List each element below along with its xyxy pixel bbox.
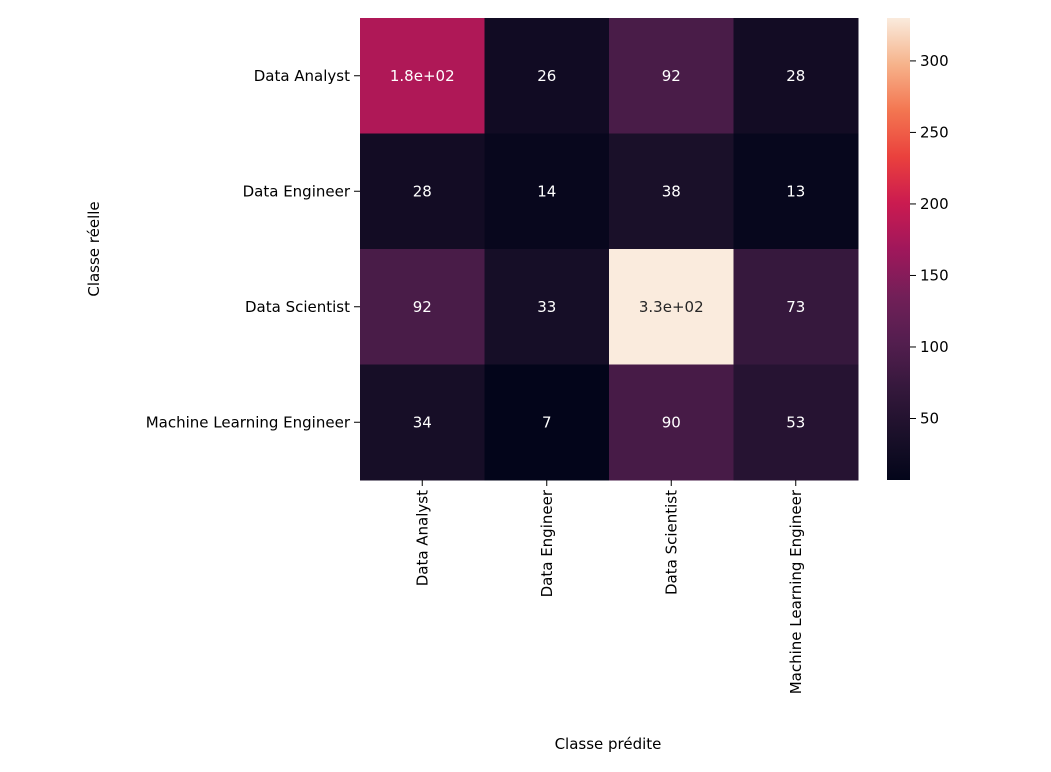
heatmap-cell-label-1-2: 38: [662, 182, 681, 200]
heatmap-cell-0-0: [360, 18, 485, 134]
heatmap-cell-2-2: [609, 249, 734, 365]
heatmap-cell-label-1-3: 13: [786, 182, 805, 200]
colorbar-tick-label: 150: [920, 266, 949, 284]
x-tick-label: Data Analyst: [413, 490, 431, 586]
x-tick-label: Machine Learning Engineer: [787, 489, 805, 694]
y-tick-label: Data Engineer: [243, 182, 351, 200]
heatmap-cell-label-1-1: 14: [537, 182, 556, 200]
heatmap-cell-1-1: [484, 133, 610, 250]
colorbar-tick-label: 100: [920, 338, 949, 356]
heatmap-cell-3-2: [609, 364, 734, 481]
heatmap-cell-labels: 1.8e+02 26 92 28 28 14 38 13 92 33 3.3e+02 73 34 7 90 5…: [390, 67, 805, 432]
colorbar-tick-label: 50: [920, 409, 939, 427]
heatmap-cell-label-1-0: 28: [413, 182, 432, 200]
colorbar-tick-label: 300: [920, 52, 949, 70]
colorbar: [887, 18, 910, 480]
heatmap-cell-label-3-2: 90: [662, 413, 681, 431]
heatmap-cell-label-0-1: 26: [537, 67, 556, 85]
heatmap-cell-2-3: [733, 249, 859, 365]
heatmap-cell-label-3-0: 34: [413, 413, 432, 431]
heatmap-cell-0-3: [733, 18, 859, 134]
heatmap-cell-label-0-3: 28: [786, 67, 805, 85]
heatmap-cell-label-2-0: 92: [413, 298, 432, 316]
y-axis-label: Classe réelle: [85, 201, 103, 296]
heatmap-cell-label-3-1: 7: [542, 413, 552, 431]
heatmap-cell-0-1: [484, 18, 610, 134]
heatmap-cell-label-2-3: 73: [786, 298, 805, 316]
y-tick-label: Data Analyst: [254, 67, 350, 85]
heatmap-cell-2-0: [360, 249, 485, 365]
colorbar-tick-label: 200: [920, 195, 949, 213]
heatmap-cell-label-2-1: 33: [537, 298, 556, 316]
heatmap-cell-2-1: [484, 249, 610, 365]
colorbar-tick-label: 250: [920, 123, 949, 141]
colorbar-ticks: 50 100 150 200 250 300: [910, 52, 949, 427]
y-axis-ticks: Data Analyst Data Engineer Data Scientist M…: [146, 67, 360, 431]
heatmap-cell-3-3: [733, 364, 859, 481]
heatmap-cell-1-3: [733, 133, 859, 250]
y-tick-label: Data Scientist: [245, 298, 350, 316]
heatmap-cell-0-2: [609, 18, 734, 134]
heatmap-cells: [360, 18, 859, 481]
x-axis-ticks: Data Analyst Data Engineer Data Scientist M…: [413, 480, 805, 694]
heatmap-cell-label-0-0: 1.8e+02: [390, 67, 455, 85]
x-tick-label: Data Engineer: [538, 489, 556, 597]
heatmap-cell-1-2: [609, 133, 734, 250]
heatmap-cell-3-1: [484, 364, 610, 481]
heatmap-cell-3-0: [360, 364, 485, 481]
heatmap-cell-label-3-3: 53: [786, 413, 805, 431]
heatmap-cell-1-0: [360, 133, 485, 250]
x-axis-label: Classe prédite: [555, 735, 662, 753]
heatmap-cell-label-0-2: 92: [662, 67, 681, 85]
y-tick-label: Machine Learning Engineer: [146, 413, 351, 431]
heatmap-cell-label-2-2: 3.3e+02: [639, 298, 704, 316]
x-tick-label: Data Scientist: [662, 490, 680, 595]
